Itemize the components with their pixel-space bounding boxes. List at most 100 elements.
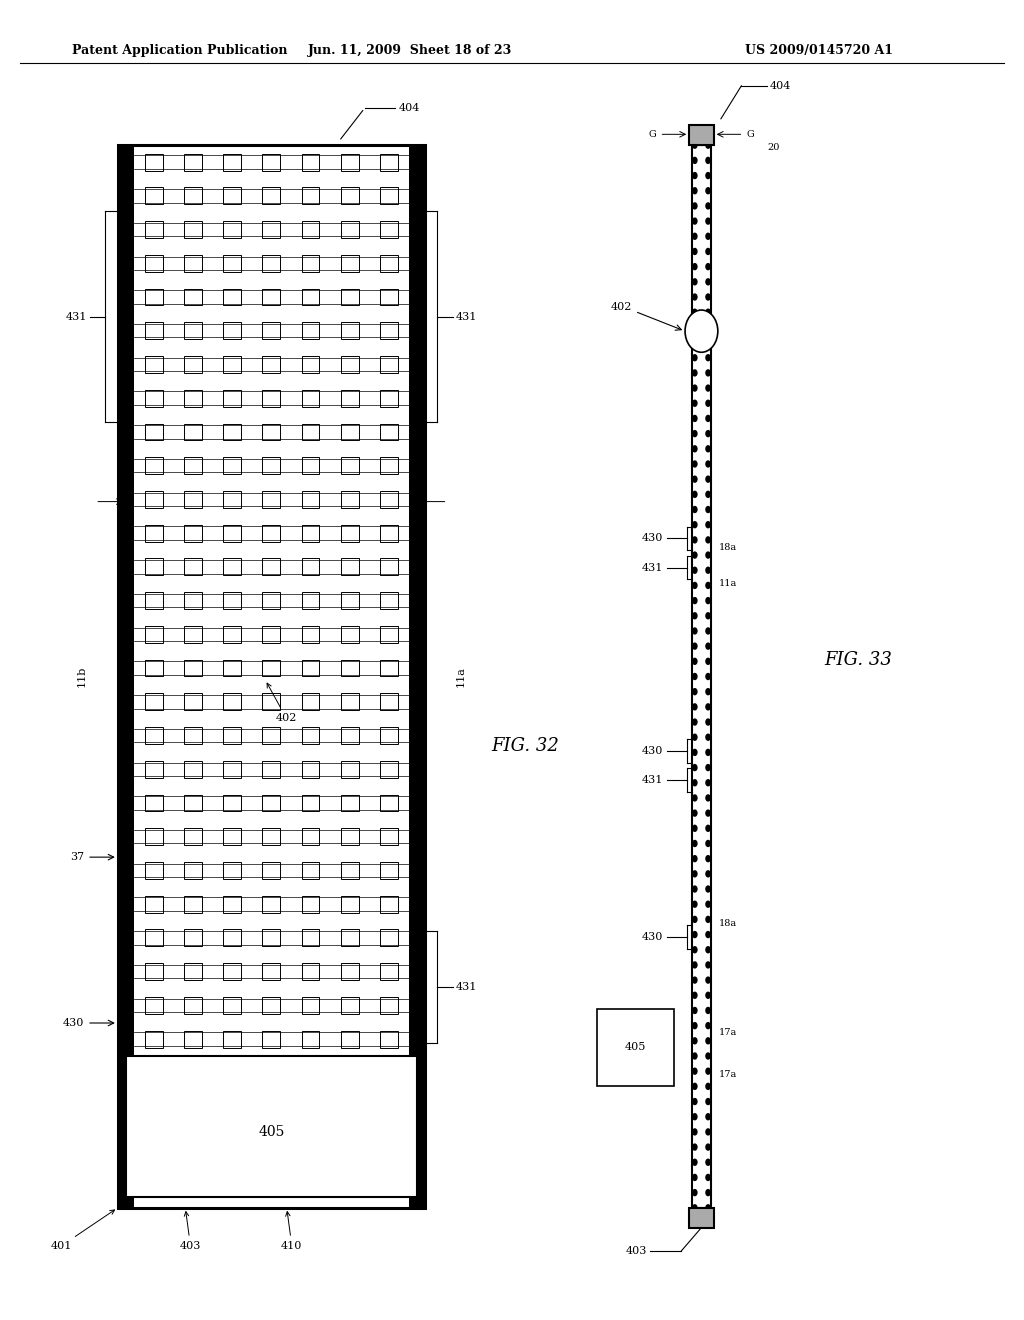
- Bar: [144, 424, 163, 441]
- Bar: [380, 187, 398, 205]
- Bar: [184, 289, 202, 305]
- Bar: [262, 1031, 281, 1048]
- Bar: [262, 964, 281, 979]
- Circle shape: [706, 521, 711, 528]
- Circle shape: [692, 855, 697, 862]
- Bar: [341, 187, 358, 205]
- Bar: [341, 964, 358, 979]
- Bar: [223, 829, 241, 845]
- Text: 401: 401: [51, 1210, 115, 1251]
- Circle shape: [706, 1204, 711, 1212]
- Bar: [223, 693, 241, 710]
- Circle shape: [706, 1007, 711, 1014]
- Bar: [144, 795, 163, 812]
- Circle shape: [692, 779, 697, 787]
- Bar: [302, 187, 319, 205]
- Text: Jun. 11, 2009  Sheet 18 of 23: Jun. 11, 2009 Sheet 18 of 23: [307, 44, 512, 57]
- Text: G: G: [648, 129, 656, 139]
- Bar: [262, 457, 281, 474]
- Circle shape: [706, 461, 711, 467]
- Bar: [302, 795, 319, 812]
- Circle shape: [706, 157, 711, 164]
- Bar: [302, 389, 319, 407]
- Bar: [341, 693, 358, 710]
- Circle shape: [692, 870, 697, 878]
- Bar: [302, 558, 319, 576]
- Bar: [341, 289, 358, 305]
- Circle shape: [706, 1022, 711, 1030]
- Circle shape: [692, 141, 697, 149]
- Bar: [223, 524, 241, 541]
- Circle shape: [706, 293, 711, 301]
- Bar: [223, 795, 241, 812]
- Bar: [302, 896, 319, 912]
- Circle shape: [692, 825, 697, 832]
- Text: 404: 404: [398, 103, 420, 114]
- Bar: [262, 389, 281, 407]
- Circle shape: [692, 566, 697, 574]
- Text: 403: 403: [180, 1212, 201, 1251]
- Circle shape: [706, 263, 711, 271]
- Bar: [341, 491, 358, 508]
- Circle shape: [706, 1098, 711, 1105]
- Bar: [262, 760, 281, 777]
- Text: 404: 404: [770, 81, 792, 91]
- Text: 431: 431: [456, 982, 477, 991]
- Bar: [302, 289, 319, 305]
- Bar: [341, 626, 358, 643]
- Circle shape: [706, 323, 711, 331]
- Bar: [341, 795, 358, 812]
- Text: 430: 430: [642, 932, 664, 942]
- Circle shape: [706, 384, 711, 392]
- Circle shape: [706, 279, 711, 285]
- Circle shape: [692, 1052, 697, 1060]
- Bar: [223, 660, 241, 676]
- Bar: [341, 424, 358, 441]
- Circle shape: [692, 445, 697, 453]
- Circle shape: [706, 232, 711, 240]
- Bar: [144, 997, 163, 1014]
- Bar: [144, 727, 163, 744]
- Text: 11a: 11a: [719, 579, 737, 587]
- Bar: [341, 727, 358, 744]
- Circle shape: [706, 1129, 711, 1135]
- Bar: [223, 1031, 241, 1048]
- Bar: [302, 660, 319, 676]
- Bar: [341, 760, 358, 777]
- Bar: [302, 829, 319, 845]
- Bar: [302, 964, 319, 979]
- Circle shape: [692, 400, 697, 407]
- Bar: [262, 356, 281, 372]
- Circle shape: [692, 157, 697, 164]
- Bar: [184, 222, 202, 238]
- Bar: [262, 424, 281, 441]
- Bar: [302, 524, 319, 541]
- Bar: [223, 457, 241, 474]
- Text: 430: 430: [642, 533, 664, 544]
- Circle shape: [706, 309, 711, 315]
- Circle shape: [692, 384, 697, 392]
- Bar: [144, 660, 163, 676]
- Circle shape: [706, 809, 711, 817]
- Circle shape: [706, 202, 711, 210]
- Circle shape: [692, 1007, 697, 1014]
- Bar: [223, 491, 241, 508]
- Circle shape: [706, 187, 711, 194]
- Circle shape: [692, 718, 697, 726]
- Bar: [184, 896, 202, 912]
- Circle shape: [706, 354, 711, 362]
- Bar: [302, 760, 319, 777]
- Bar: [223, 558, 241, 576]
- Circle shape: [692, 1189, 697, 1196]
- Circle shape: [692, 1129, 697, 1135]
- Text: 20: 20: [767, 143, 779, 152]
- Bar: [118, 145, 134, 1208]
- Circle shape: [706, 886, 711, 892]
- Bar: [144, 524, 163, 541]
- Bar: [144, 593, 163, 609]
- Bar: [380, 997, 398, 1014]
- Circle shape: [706, 1143, 711, 1151]
- Bar: [380, 424, 398, 441]
- Bar: [380, 727, 398, 744]
- Bar: [184, 929, 202, 946]
